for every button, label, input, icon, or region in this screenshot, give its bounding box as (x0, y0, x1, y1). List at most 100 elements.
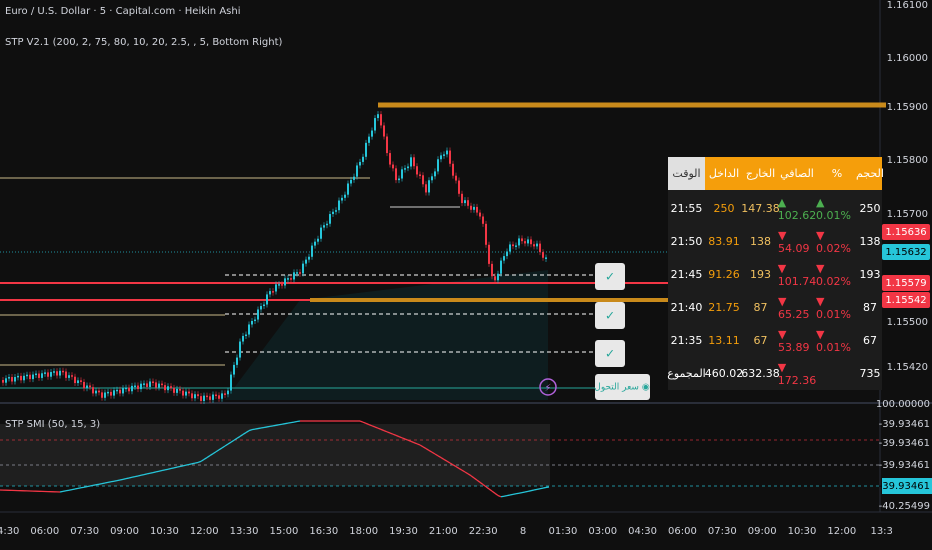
table-cell: ▲ 0.01% (816, 195, 851, 222)
candle (188, 391, 190, 394)
smi-segment (518, 491, 523, 494)
candle (542, 252, 544, 258)
smi-segment (362, 421, 367, 425)
candle (119, 389, 121, 394)
time-tick-label: 15:00 (270, 526, 299, 537)
candle (305, 259, 307, 264)
candle (521, 238, 523, 242)
smi-segment (536, 488, 541, 491)
candle (83, 381, 85, 389)
candle (191, 393, 193, 399)
smi-segment (266, 425, 271, 428)
candle (50, 372, 52, 377)
candle (476, 206, 478, 213)
table-cell: 91.26 (708, 268, 740, 281)
smi-segment (524, 490, 529, 493)
smi-segment (485, 486, 490, 490)
smi-segment (83, 485, 88, 488)
price-badge (882, 275, 930, 291)
candle (14, 377, 16, 382)
candle (5, 378, 7, 383)
candle (518, 238, 520, 246)
candle (212, 394, 214, 400)
smi-segment (86, 485, 91, 488)
candle (341, 197, 343, 201)
table-cell: 21:35 (670, 334, 703, 347)
table-cell: ▼ 0.01% (816, 294, 851, 321)
candle (506, 251, 508, 257)
candle (182, 390, 184, 396)
candle (386, 136, 388, 154)
candle (515, 245, 517, 247)
candle (263, 304, 265, 307)
candle (233, 364, 235, 375)
smi-tick-label: -40.25499 (879, 501, 930, 512)
time-tick-label: 12:00 (190, 526, 219, 537)
candle (56, 371, 58, 376)
candle (245, 334, 247, 337)
smi-segment (371, 425, 376, 428)
smi-segment (143, 473, 148, 476)
candle (152, 381, 154, 383)
smi-segment (167, 467, 172, 470)
time-tick-label: 10:30 (150, 526, 179, 537)
candle (68, 375, 70, 378)
candle (419, 174, 421, 176)
candle (62, 370, 64, 373)
candle (26, 374, 28, 377)
candle (248, 324, 250, 335)
smi-segment (206, 455, 211, 459)
time-tick-label: 03:00 (588, 526, 617, 537)
table-cell: 21:40 (670, 301, 703, 314)
candle (230, 374, 232, 391)
candle (92, 387, 94, 394)
smi-segment (269, 425, 274, 428)
candle (194, 394, 196, 399)
candle (299, 272, 301, 274)
smi-segment (203, 456, 208, 460)
smi-segment (227, 441, 232, 445)
price-badge-label: 1.15542 (885, 295, 926, 306)
smi-segment (422, 446, 427, 450)
smi-segment (410, 440, 415, 444)
candle (167, 386, 169, 391)
candle (392, 164, 394, 169)
smi-segment (290, 421, 295, 424)
candle (425, 184, 427, 193)
table-cell: 87 (753, 301, 768, 314)
smi-segment (182, 464, 187, 467)
smi-segment (533, 488, 538, 491)
smi-segment (293, 420, 298, 423)
candle (452, 163, 454, 176)
table-cell: المجموع (667, 367, 706, 380)
smi-segment (431, 451, 436, 455)
table-cell: ▲ 102.62 (777, 195, 817, 222)
smi-segment (437, 455, 442, 459)
smi-segment (398, 435, 403, 439)
smi-tick-label: -39.93461 (879, 481, 930, 492)
candle (545, 257, 547, 259)
smi-segment (359, 420, 364, 423)
smi-segment (59, 490, 64, 493)
candle (71, 375, 73, 377)
candle (11, 377, 13, 382)
price-badge-label: 1.15632 (885, 247, 926, 258)
pivot-box (595, 374, 650, 400)
candle (20, 375, 22, 381)
candle (464, 200, 466, 204)
candle (74, 376, 76, 384)
price-tick-label: 1.16000 (887, 53, 928, 64)
candle (149, 381, 151, 387)
price-tick-label: 1.16100 (887, 0, 928, 11)
candle (449, 150, 451, 164)
candle (443, 154, 445, 156)
candle (416, 166, 418, 175)
candle (215, 394, 217, 397)
time-tick-label: 04:30 (628, 526, 657, 537)
candle (35, 373, 37, 376)
smi-segment (392, 433, 397, 437)
smi-segment (164, 468, 169, 471)
candle (470, 205, 472, 210)
candle (485, 223, 487, 245)
smi-segment (413, 441, 418, 445)
